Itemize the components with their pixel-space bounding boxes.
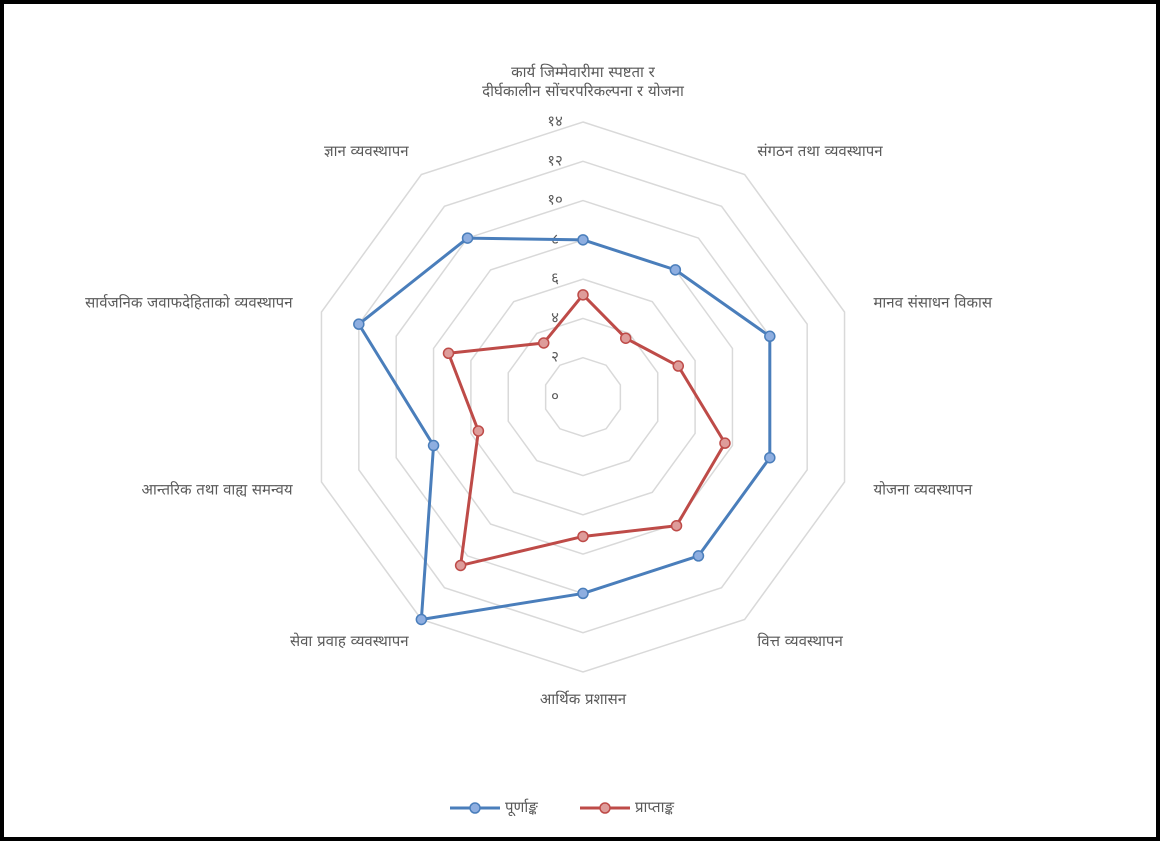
series-marker (670, 519, 683, 532)
radial-tick-label: २ (551, 348, 559, 366)
series-marker (577, 530, 589, 543)
series-marker (672, 360, 685, 372)
series-marker (619, 332, 632, 344)
series-marker (442, 347, 455, 360)
legend-marker (469, 802, 481, 814)
category-label: ज्ञान व्यवस्थापन (324, 142, 409, 160)
radial-tick-label: १४ (547, 112, 563, 130)
legend-marker (599, 802, 611, 814)
series-marker (577, 587, 589, 600)
radial-tick-label: ६ (551, 269, 559, 287)
radial-tick-label: ४ (551, 308, 559, 326)
category-label: कार्य जिम्मेवारीमा स्पष्टता र दीर्घकालीन … (482, 63, 685, 100)
series-marker (692, 550, 705, 562)
category-label: सार्वजनिक जवाफदेहिताको व्यवस्थापन (85, 293, 293, 311)
category-label: वित्त व्यवस्थापन (757, 632, 843, 650)
series-marker (537, 337, 550, 349)
grid-ring (470, 278, 696, 516)
grid-ring (507, 317, 659, 477)
series-marker (669, 264, 682, 276)
category-label: संगठन तथा व्यवस्थापन (757, 142, 883, 160)
radial-tick-label: १२ (547, 151, 563, 169)
series-marker (427, 439, 440, 452)
series-marker (353, 318, 365, 330)
category-label: योजना व्यवस्थापन (873, 481, 972, 499)
category-label: आन्तरिक तथा वाह्य समन्वय (142, 481, 293, 499)
series-marker (719, 437, 731, 449)
series-marker (472, 425, 485, 437)
category-label: मानव संसाधन विकास (873, 293, 992, 311)
series-marker (461, 232, 474, 244)
radial-tick-label: १० (547, 191, 563, 209)
series-marker (577, 234, 589, 246)
grid-ring (358, 160, 808, 634)
series-marker (764, 330, 776, 343)
series-marker (415, 613, 428, 626)
series-marker (454, 559, 467, 572)
series-marker (577, 289, 589, 301)
grid-ring (432, 239, 734, 555)
series-marker (764, 451, 776, 464)
legend-label: प्राप्ताङ्क (635, 798, 674, 816)
legend-label: पूर्णाङ्क (505, 798, 538, 817)
category-label: सेवा प्रवाह व्यवस्थापन (290, 632, 409, 650)
category-label: आर्थिक प्रशासन (540, 690, 627, 708)
grid-ring (320, 121, 846, 673)
grid-ring (544, 356, 622, 438)
radial-tick-label: ० (551, 387, 559, 405)
